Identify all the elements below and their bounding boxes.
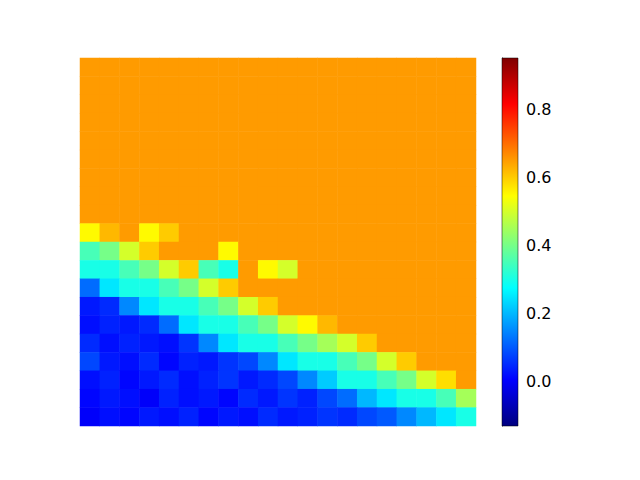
- svg-text:0.8: 0.8: [526, 100, 551, 119]
- svg-text:0.6: 0.6: [526, 168, 551, 187]
- svg-text:0.4: 0.4: [526, 236, 551, 255]
- svg-text:0.2: 0.2: [526, 304, 551, 323]
- svg-text:0.0: 0.0: [526, 372, 551, 391]
